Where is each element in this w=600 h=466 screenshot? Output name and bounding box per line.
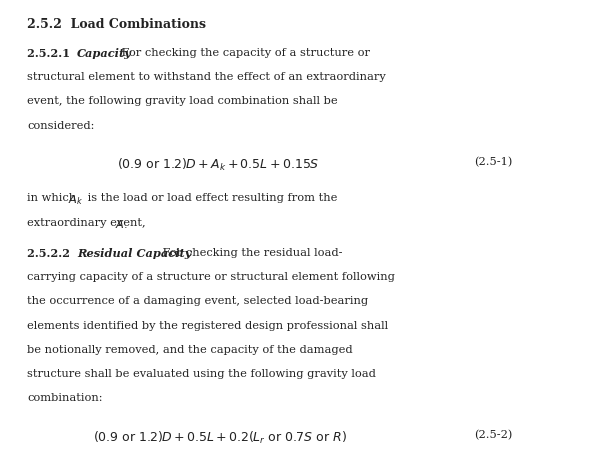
Text: For checking the capacity of a structure or: For checking the capacity of a structure… xyxy=(118,48,370,58)
Text: For checking the residual load-: For checking the residual load- xyxy=(159,248,343,258)
Text: $A$.: $A$. xyxy=(115,218,128,230)
Text: (2.5-1): (2.5-1) xyxy=(474,157,512,167)
Text: (2.5-2): (2.5-2) xyxy=(474,430,512,440)
Text: Residual Capacity: Residual Capacity xyxy=(77,248,191,259)
Text: 2.5.2  Load Combinations: 2.5.2 Load Combinations xyxy=(27,18,206,31)
Text: carrying capacity of a structure or structural element following: carrying capacity of a structure or stru… xyxy=(27,272,395,282)
Text: $A_k$: $A_k$ xyxy=(68,193,83,207)
Text: in which: in which xyxy=(27,193,80,203)
Text: Capacity: Capacity xyxy=(77,48,131,59)
Text: the occurrence of a damaging event, selected load-bearing: the occurrence of a damaging event, sele… xyxy=(27,296,368,306)
Text: elements identified by the registered design professional shall: elements identified by the registered de… xyxy=(27,321,388,330)
Text: event, the following gravity load combination shall be: event, the following gravity load combin… xyxy=(27,96,338,106)
Text: structural element to withstand the effect of an extraordinary: structural element to withstand the effe… xyxy=(27,72,386,82)
Text: $(0.9\ \mathrm{or}\ 1.2)D + 0.5L + 0.2(L_r\ \mathrm{or}\ 0.7S\ \mathrm{or}\ R)$: $(0.9\ \mathrm{or}\ 1.2)D + 0.5L + 0.2(L… xyxy=(93,430,347,446)
Text: extraordinary event,: extraordinary event, xyxy=(27,218,149,227)
Text: considered:: considered: xyxy=(27,121,94,130)
Text: be notionally removed, and the capacity of the damaged: be notionally removed, and the capacity … xyxy=(27,345,353,355)
Text: 2.5.2.2: 2.5.2.2 xyxy=(27,248,74,259)
Text: combination:: combination: xyxy=(27,393,103,403)
Text: $(0.9\ \mathrm{or}\ 1.2)D + A_k + 0.5L + 0.15S$: $(0.9\ \mathrm{or}\ 1.2)D + A_k + 0.5L +… xyxy=(117,157,319,173)
Text: structure shall be evaluated using the following gravity load: structure shall be evaluated using the f… xyxy=(27,369,376,379)
Text: is the load or load effect resulting from the: is the load or load effect resulting fro… xyxy=(84,193,337,203)
Text: 2.5.2.1: 2.5.2.1 xyxy=(27,48,74,59)
